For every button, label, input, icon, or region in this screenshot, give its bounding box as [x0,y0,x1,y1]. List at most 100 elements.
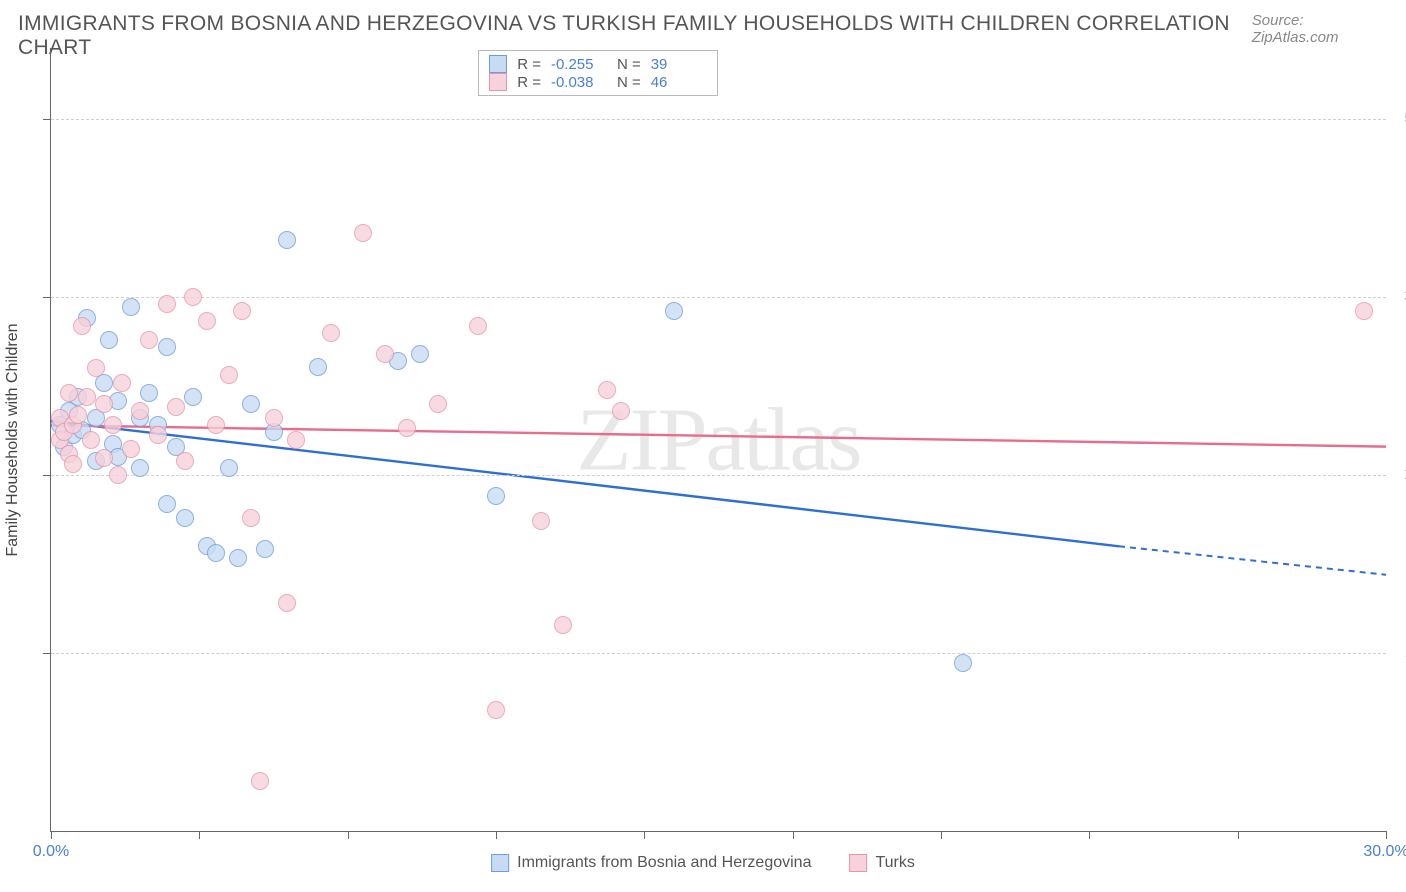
data-point [487,487,505,505]
data-point [322,324,340,342]
data-point [104,416,122,434]
data-point [176,509,194,527]
y-tick-label: 50.0% [1392,110,1406,128]
data-point [265,409,283,427]
data-point [122,440,140,458]
data-point [251,772,269,790]
data-point [140,384,158,402]
data-point [612,402,630,420]
source-attribution: Source: ZipAtlas.com [1252,12,1388,46]
y-tick [43,297,51,298]
x-tick [1386,831,1387,839]
data-point [411,345,429,363]
data-point [73,317,91,335]
grid-line [51,297,1386,298]
correlation-row: R = -0.038 N = 46 [489,73,707,91]
data-point [220,366,238,384]
legend-item: Immigrants from Bosnia and Herzegovina [491,854,811,872]
data-point [95,449,113,467]
series-legend: Immigrants from Bosnia and Herzegovina Tu… [491,854,915,872]
x-tick [644,831,645,839]
r-value: -0.255 [551,56,607,73]
data-point [158,338,176,356]
data-point [256,540,274,558]
legend-label: Turks [875,854,914,872]
data-point [532,512,550,530]
y-tick-label: 12.5% [1392,644,1406,662]
data-point [122,298,140,316]
data-point [429,395,447,413]
data-point [220,459,238,477]
data-point [665,302,683,320]
r-label: R = [517,56,541,73]
data-point [242,509,260,527]
grid-line [51,653,1386,654]
data-point [100,331,118,349]
data-point [554,616,572,634]
data-point [242,395,260,413]
legend-label: Immigrants from Bosnia and Herzegovina [517,854,811,872]
data-point [398,419,416,437]
trend-line [51,421,1119,546]
grid-line [51,119,1386,120]
n-value: 39 [651,56,707,73]
data-point [954,654,972,672]
x-tick [496,831,497,839]
n-value: 46 [651,74,707,91]
data-point [87,359,105,377]
data-point [354,224,372,242]
legend-swatch [491,854,509,872]
legend-swatch [849,854,867,872]
x-tick [1238,831,1239,839]
data-point [487,701,505,719]
x-tick [941,831,942,839]
data-point [167,398,185,416]
y-axis-label: Family Households with Children [4,323,22,556]
data-point [184,388,202,406]
y-tick [43,119,51,120]
trendlines-svg [51,48,1386,831]
r-label: R = [517,74,541,91]
data-point [1355,302,1373,320]
data-point [131,402,149,420]
r-value: -0.038 [551,74,607,91]
x-tick-label: 30.0% [1363,843,1406,861]
data-point [140,331,158,349]
data-point [176,452,194,470]
x-tick [199,831,200,839]
data-point [278,594,296,612]
trend-line [51,425,1386,446]
data-point [278,231,296,249]
legend-item: Turks [849,854,914,872]
data-point [207,416,225,434]
data-point [109,466,127,484]
data-point [95,395,113,413]
n-label: N = [617,56,641,73]
data-point [64,455,82,473]
data-point [198,312,216,330]
correlation-legend: R = -0.255 N = 39 R = -0.038 N = 46 [478,50,718,96]
data-point [207,544,225,562]
grid-line [51,475,1386,476]
x-tick [51,831,52,839]
data-point [287,431,305,449]
trend-line-dashed [1119,546,1386,574]
data-point [78,388,96,406]
legend-swatch [489,55,507,73]
y-tick [43,653,51,654]
x-tick [793,831,794,839]
data-point [598,381,616,399]
scatter-chart: ZIPatlas Family Households with Children… [50,48,1386,832]
data-point [158,495,176,513]
data-point [82,431,100,449]
data-point [309,358,327,376]
y-tick-label: 25.0% [1392,466,1406,484]
data-point [60,384,78,402]
data-point [229,549,247,567]
y-tick-label: 37.5% [1392,288,1406,306]
data-point [131,459,149,477]
data-point [469,317,487,335]
data-point [184,288,202,306]
data-point [233,302,251,320]
n-label: N = [617,74,641,91]
